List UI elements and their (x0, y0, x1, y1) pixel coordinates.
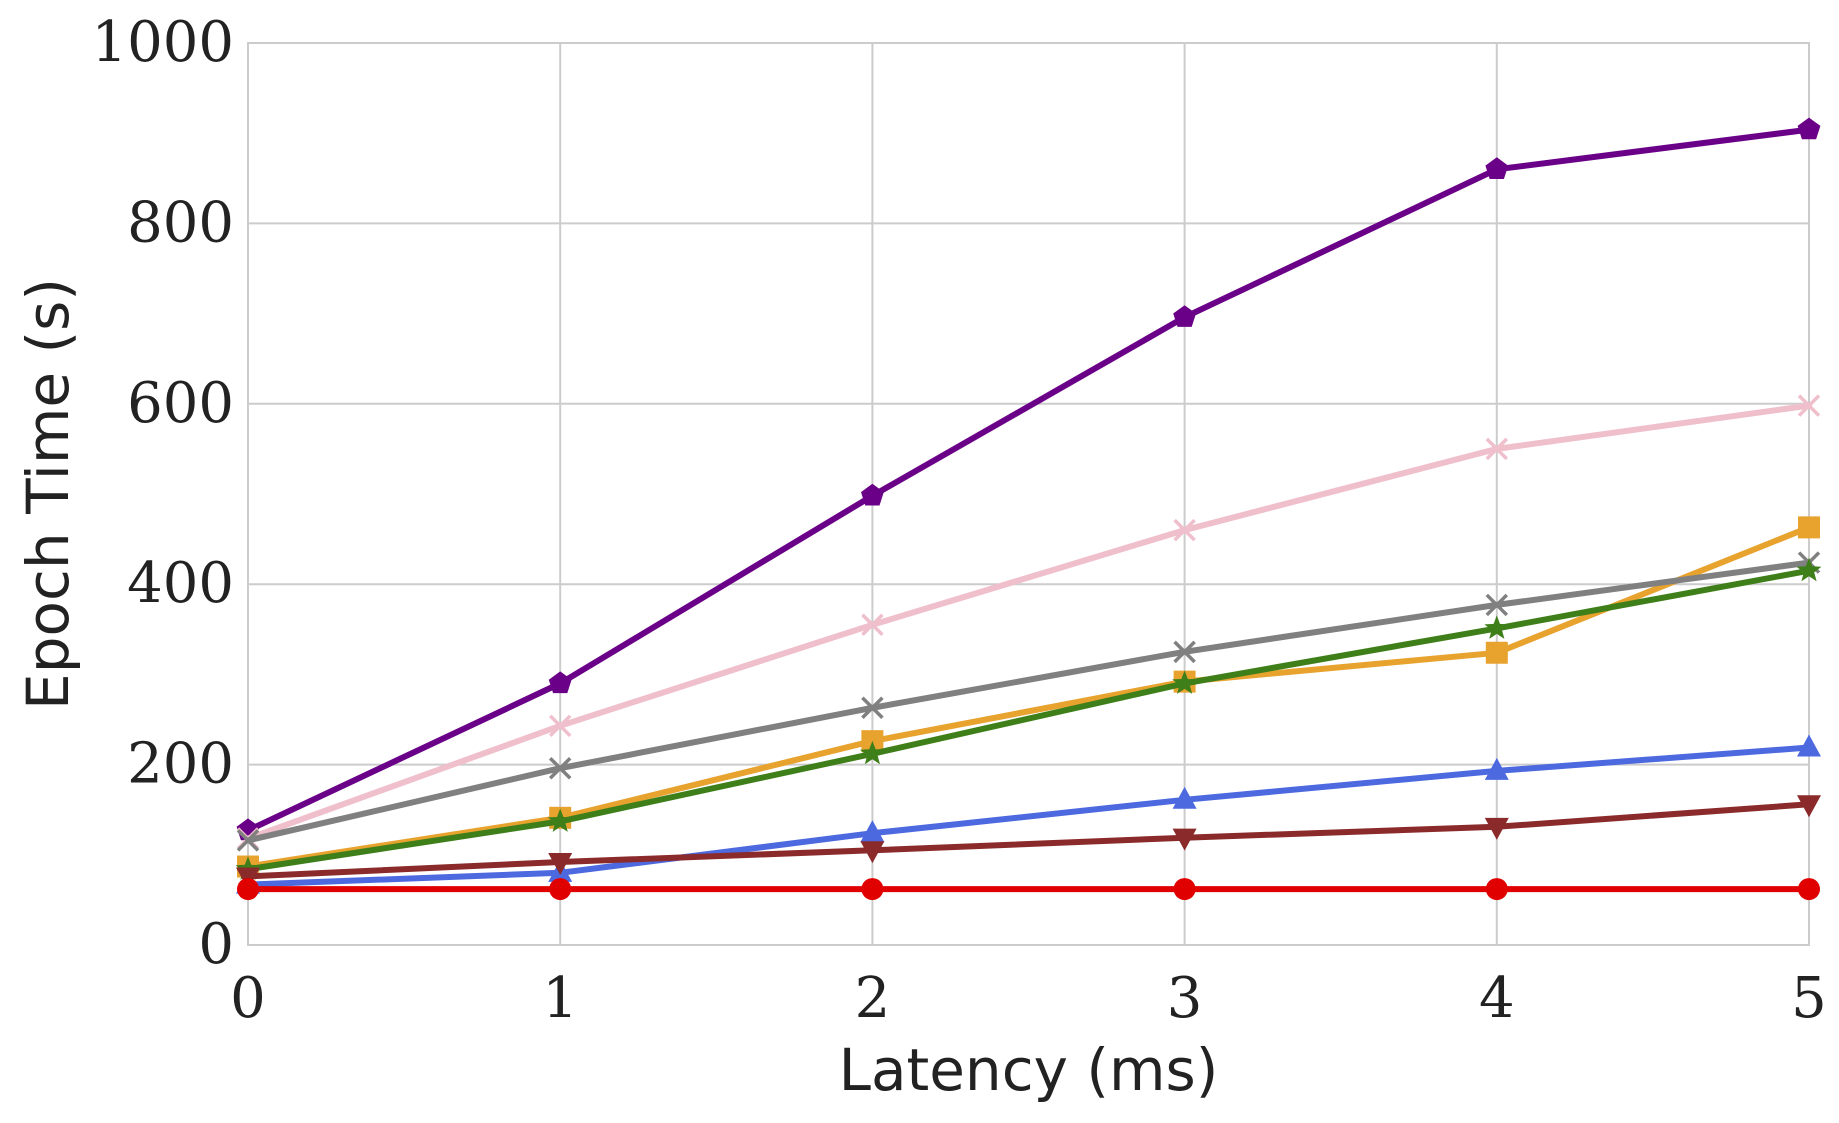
data-point (1172, 786, 1197, 809)
data-point (1796, 557, 1822, 582)
series-line (245, 567, 1812, 873)
y-tick-label: 400 (127, 551, 234, 616)
x-tick-label: 4 (1479, 966, 1515, 1031)
data-point (861, 878, 884, 901)
x-tick-label: 2 (855, 966, 891, 1031)
data-point (1797, 117, 1821, 140)
data-point (1485, 157, 1509, 179)
data-point (1797, 795, 1821, 818)
y-axis-title: Epoch Time (s) (14, 278, 82, 710)
data-point (1173, 518, 1196, 542)
data-point (861, 483, 884, 506)
data-point (1173, 305, 1196, 327)
data-point (860, 740, 885, 765)
data-point (1798, 516, 1820, 539)
data-point (549, 878, 572, 901)
x-tick-labels: 0 1 2 3 4 5 (230, 966, 1827, 1031)
x-axis-title: Latency (ms) (839, 1036, 1219, 1104)
data-point (860, 841, 885, 864)
data-point (1484, 817, 1509, 840)
grid (247, 42, 1810, 946)
plot-frame (247, 42, 1810, 946)
series-7 (237, 878, 1820, 901)
series-line (245, 744, 1812, 888)
data-point (1484, 615, 1510, 639)
series-line (245, 801, 1812, 880)
series-6 (236, 795, 1821, 890)
data-point (1484, 757, 1509, 780)
data-point (1172, 670, 1197, 694)
series-layer (235, 117, 1822, 901)
data-point (236, 829, 260, 852)
series-0 (236, 117, 1821, 841)
y-tick-label: 200 (127, 732, 234, 797)
data-point (1485, 641, 1508, 664)
data-point (861, 696, 884, 720)
data-point (861, 613, 884, 637)
y-tick-label: 800 (127, 190, 234, 255)
data-point (1798, 878, 1820, 901)
data-point (548, 714, 572, 738)
data-point (1485, 437, 1509, 461)
series-line (245, 126, 1812, 834)
series-3 (236, 551, 1821, 852)
x-tick-label: 0 (230, 966, 266, 1031)
data-point (1173, 640, 1196, 664)
data-point (237, 878, 259, 901)
data-point (1485, 878, 1508, 901)
y-tick-labels: 0 200 400 600 800 1000 (91, 10, 234, 977)
data-point (548, 853, 573, 876)
data-point (1797, 734, 1821, 757)
data-point (1797, 394, 1821, 417)
data-point (1485, 593, 1509, 617)
data-point (1173, 878, 1196, 901)
data-point (548, 671, 572, 694)
data-point (547, 808, 573, 832)
data-point (1172, 828, 1197, 851)
x-tick-label: 3 (1167, 966, 1203, 1031)
series-line (245, 559, 1812, 844)
series-1 (236, 394, 1821, 850)
x-tick-label: 5 (1791, 966, 1827, 1031)
data-point (548, 756, 572, 780)
x-tick-label: 1 (542, 966, 578, 1031)
series-line (245, 524, 1812, 870)
y-tick-label: 600 (127, 371, 234, 436)
series-line (245, 402, 1812, 842)
data-point (860, 820, 885, 843)
y-tick-label: 1000 (91, 10, 234, 75)
y-tick-label: 0 (198, 912, 234, 977)
